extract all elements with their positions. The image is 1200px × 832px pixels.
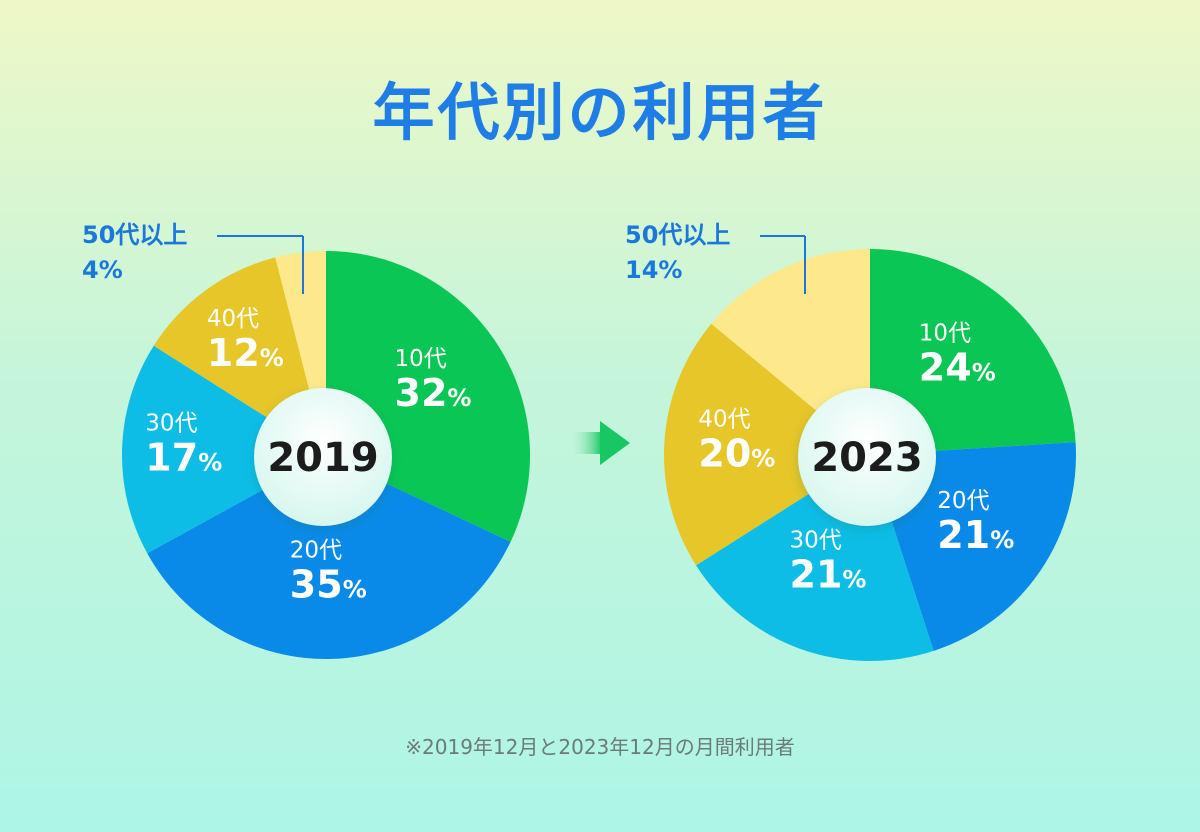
pie-slice-2019-3 (121, 345, 326, 554)
slice-category-label: 10代 (919, 320, 971, 346)
callout-category-label: 50代以上 (625, 221, 730, 249)
chart-year-label: 2023 (811, 435, 922, 481)
footnote: ※2019年12月と2023年12月の月間利用者 (405, 735, 795, 759)
page-title: 年代別の利用者 (372, 76, 828, 149)
slice-category-label: 40代 (207, 306, 259, 332)
slice-category-label: 30代 (145, 411, 197, 437)
slice-value-label: 32% (395, 371, 472, 415)
callout-value-label: 14% (625, 256, 682, 284)
slice-category-label: 30代 (790, 527, 842, 553)
callout-value-label: 4% (82, 256, 123, 284)
slice-value-label: 17% (145, 436, 222, 480)
slice-category-label: 20代 (937, 488, 989, 514)
slice-category-label: 40代 (698, 407, 750, 433)
pie-slice-2023-1 (870, 249, 1076, 455)
transition-arrow (572, 421, 630, 465)
slice-value-label: 12% (207, 331, 284, 375)
slice-category-label: 10代 (395, 346, 447, 372)
center-disc (254, 388, 392, 526)
pie-slice-2019-2 (147, 455, 511, 660)
chart-year-label: 2019 (267, 435, 378, 481)
center-disc (798, 388, 936, 526)
slice-value-label: 24% (919, 345, 996, 389)
pie-slice-2023-4 (663, 323, 870, 566)
slice-value-label: 35% (290, 562, 367, 606)
slice-category-label: 20代 (290, 537, 342, 563)
slice-value-label: 21% (790, 552, 867, 596)
slice-value-label: 21% (937, 513, 1014, 557)
callout-category-label: 50代以上 (82, 221, 187, 249)
slice-value-label: 20% (698, 432, 775, 476)
